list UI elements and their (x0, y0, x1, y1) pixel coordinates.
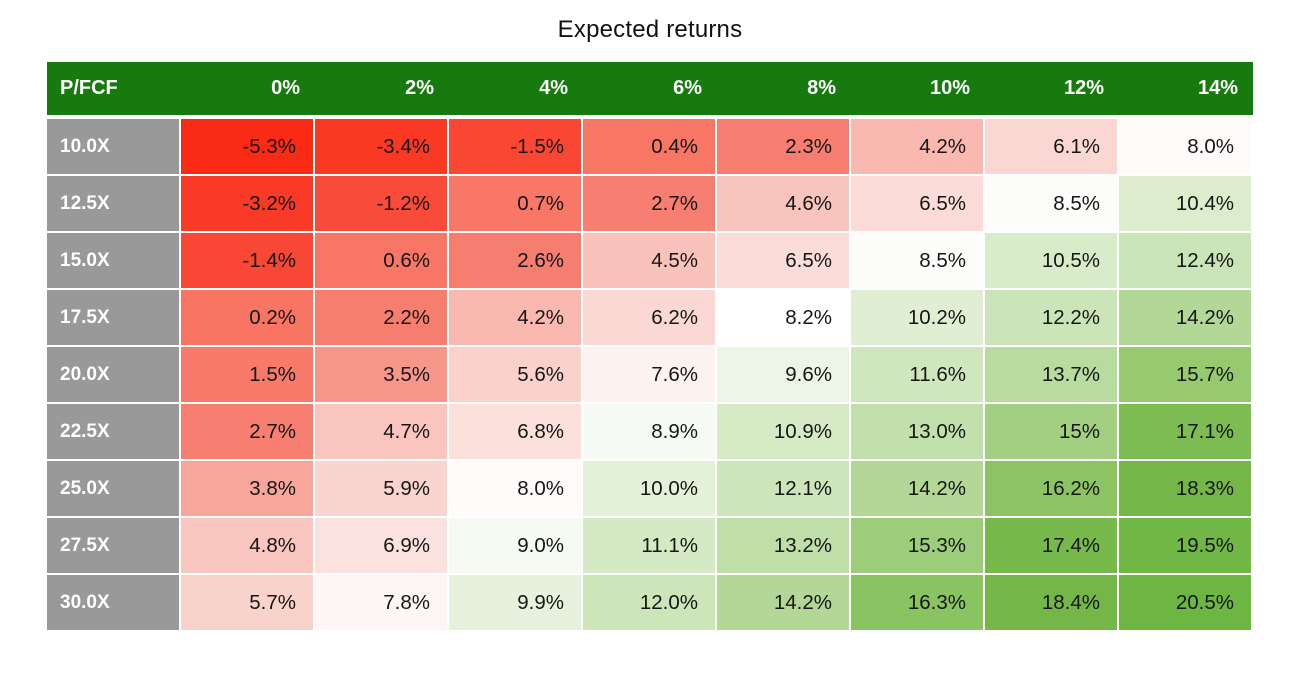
heatmap-cell: 0.4% (583, 119, 717, 176)
column-header: 0% (181, 62, 315, 115)
heatmap-cell: 7.8% (315, 575, 449, 632)
heatmap-cell: -1.2% (315, 176, 449, 233)
heatmap-cell: 6.8% (449, 404, 583, 461)
heatmap-cell: 6.5% (717, 233, 851, 290)
heatmap-cell: 0.6% (315, 233, 449, 290)
row-header: 22.5X (47, 404, 181, 461)
heatmap-cell: 10.4% (1119, 176, 1253, 233)
heatmap-cell: 16.3% (851, 575, 985, 632)
heatmap-cell: 12.0% (583, 575, 717, 632)
heatmap-cell: 6.2% (583, 290, 717, 347)
heatmap-cell: 8.9% (583, 404, 717, 461)
heatmap-cell: 4.8% (181, 518, 315, 575)
row-header: 30.0X (47, 575, 181, 632)
heatmap-cell: 15.3% (851, 518, 985, 575)
heatmap-cell: 17.1% (1119, 404, 1253, 461)
row-header: 17.5X (47, 290, 181, 347)
heatmap-cell: 8.2% (717, 290, 851, 347)
heatmap-cell: 0.7% (449, 176, 583, 233)
heatmap-cell: 12.2% (985, 290, 1119, 347)
row-header: 10.0X (47, 119, 181, 176)
row-header: 15.0X (47, 233, 181, 290)
heatmap-cell: 11.6% (851, 347, 985, 404)
heatmap-cell: 4.2% (851, 119, 985, 176)
row-header: 20.0X (47, 347, 181, 404)
heatmap-cell: -3.4% (315, 119, 449, 176)
heatmap-cell: 12.1% (717, 461, 851, 518)
column-header: 4% (449, 62, 583, 115)
heatmap-cell: 9.9% (449, 575, 583, 632)
heatmap-cell: 2.7% (181, 404, 315, 461)
heatmap-cell: 13.0% (851, 404, 985, 461)
heatmap-cell: 12.4% (1119, 233, 1253, 290)
heatmap-cell: 9.0% (449, 518, 583, 575)
corner-header-pfcf: P/FCF (47, 62, 181, 115)
column-header: 12% (985, 62, 1119, 115)
heatmap-cell: 19.5% (1119, 518, 1253, 575)
heatmap-cell: 10.2% (851, 290, 985, 347)
heatmap-cell: 15% (985, 404, 1119, 461)
heatmap-cell: 8.5% (851, 233, 985, 290)
heatmap-cell: 5.9% (315, 461, 449, 518)
heatmap-cell: 6.1% (985, 119, 1119, 176)
heatmap-cell: 14.2% (851, 461, 985, 518)
column-header: 10% (851, 62, 985, 115)
heatmap-cell: 9.6% (717, 347, 851, 404)
heatmap-cell: 2.6% (449, 233, 583, 290)
heatmap-cell: 2.2% (315, 290, 449, 347)
heatmap-cell: 10.9% (717, 404, 851, 461)
column-header: 2% (315, 62, 449, 115)
heatmap-cell: 10.5% (985, 233, 1119, 290)
heatmap-cell: 8.0% (449, 461, 583, 518)
heatmap-cell: -3.2% (181, 176, 315, 233)
chart-title: Expected returns (557, 16, 743, 43)
heatmap-cell: 18.4% (985, 575, 1119, 632)
heatmap-cell: 1.5% (181, 347, 315, 404)
column-header: 6% (583, 62, 717, 115)
heatmap-cell: 17.4% (985, 518, 1119, 575)
heatmap-cell: 18.3% (1119, 461, 1253, 518)
heatmap-cell: -1.5% (449, 119, 583, 176)
heatmap-cell: 8.0% (1119, 119, 1253, 176)
heatmap-cell: 13.2% (717, 518, 851, 575)
heatmap-cell: 16.2% (985, 461, 1119, 518)
heatmap-cell: 6.5% (851, 176, 985, 233)
heatmap-cell: 10.0% (583, 461, 717, 518)
heatmap-cell: -5.3% (181, 119, 315, 176)
heatmap-cell: -1.4% (181, 233, 315, 290)
column-header: 14% (1119, 62, 1253, 115)
heatmap-cell: 13.7% (985, 347, 1119, 404)
heatmap-cell: 8.5% (985, 176, 1119, 233)
heatmap-cell: 5.6% (449, 347, 583, 404)
heatmap-cell: 4.7% (315, 404, 449, 461)
heatmap-cell: 14.2% (1119, 290, 1253, 347)
heatmap-cell: 2.3% (717, 119, 851, 176)
heatmap-cell: 14.2% (717, 575, 851, 632)
heatmap-cell: 4.6% (717, 176, 851, 233)
row-header: 27.5X (47, 518, 181, 575)
heatmap-cell: 4.2% (449, 290, 583, 347)
heatmap-cell: 20.5% (1119, 575, 1253, 632)
heatmap-cell: 11.1% (583, 518, 717, 575)
heatmap-cell: 3.8% (181, 461, 315, 518)
expected-returns-heatmap: P/FCF 0% 2% 4% 6% 8% 10% 12% 14% 10.0X -5.3% -3.4%… (47, 62, 1253, 632)
heatmap-cell: 3.5% (315, 347, 449, 404)
heatmap-cell: 0.2% (181, 290, 315, 347)
heatmap-cell: 4.5% (583, 233, 717, 290)
heatmap-cell: 5.7% (181, 575, 315, 632)
row-header: 25.0X (47, 461, 181, 518)
row-header: 12.5X (47, 176, 181, 233)
heatmap-cell: 15.7% (1119, 347, 1253, 404)
column-header: 8% (717, 62, 851, 115)
heatmap-cell: 7.6% (583, 347, 717, 404)
heatmap-cell: 6.9% (315, 518, 449, 575)
heatmap-cell: 2.7% (583, 176, 717, 233)
